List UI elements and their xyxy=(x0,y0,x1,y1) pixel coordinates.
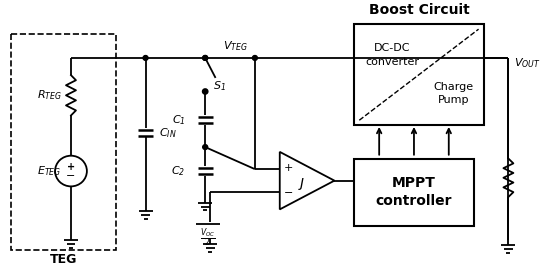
Circle shape xyxy=(143,56,148,60)
Text: MPPT
controller: MPPT controller xyxy=(376,176,452,208)
Text: DC-DC
converter: DC-DC converter xyxy=(365,43,419,67)
Text: Charge
Pump: Charge Pump xyxy=(433,82,474,105)
Text: S$_\mathregular{1}$: S$_\mathregular{1}$ xyxy=(213,79,226,93)
Text: Boost Circuit: Boost Circuit xyxy=(368,3,469,17)
Circle shape xyxy=(203,56,208,60)
Text: C$_\mathregular{1}$: C$_\mathregular{1}$ xyxy=(172,113,185,127)
Text: V$_\mathregular{TEG}$: V$_\mathregular{TEG}$ xyxy=(223,39,248,53)
Circle shape xyxy=(203,145,208,150)
Text: +: + xyxy=(284,163,293,173)
Text: −: − xyxy=(284,188,293,198)
Text: $\mathit{ȷ}$: $\mathit{ȷ}$ xyxy=(298,175,305,191)
Text: R$_\mathregular{TEG}$: R$_\mathregular{TEG}$ xyxy=(36,89,62,102)
Text: TEG: TEG xyxy=(50,253,77,266)
Text: +: + xyxy=(67,162,75,172)
Circle shape xyxy=(203,90,207,94)
Text: C$_\mathregular{IN}$: C$_\mathregular{IN}$ xyxy=(160,126,177,140)
Circle shape xyxy=(252,56,257,60)
Text: C$_\mathregular{2}$: C$_\mathregular{2}$ xyxy=(171,164,185,178)
Text: −: − xyxy=(67,171,76,181)
Circle shape xyxy=(203,56,208,60)
Text: E$_\mathregular{TEG}$: E$_\mathregular{TEG}$ xyxy=(37,164,62,178)
Text: V$_\mathregular{OUT}$: V$_\mathregular{OUT}$ xyxy=(514,56,541,70)
Text: $\frac{V_{OC}}{2}$: $\frac{V_{OC}}{2}$ xyxy=(200,227,216,249)
